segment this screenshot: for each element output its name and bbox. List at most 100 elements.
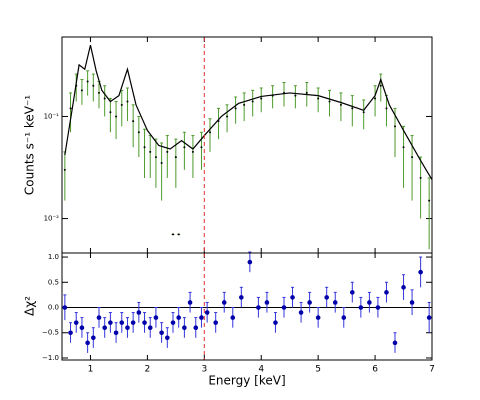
data-point [332, 300, 338, 305]
data-point [418, 269, 423, 275]
y-tick-label: −1.0 [42, 354, 59, 362]
y-tick-label: 0.5 [48, 278, 59, 286]
data-point [351, 107, 354, 110]
data-point [85, 340, 90, 346]
y-tick-label: 1.0 [48, 253, 59, 261]
data-point [419, 176, 422, 179]
data-point [73, 320, 79, 325]
data-point [187, 300, 193, 305]
data-point [160, 162, 163, 165]
data-point [130, 320, 136, 325]
data-point [63, 168, 66, 171]
data-point [126, 100, 129, 103]
data-point [239, 295, 244, 300]
data-point [80, 89, 83, 92]
data-point [226, 115, 229, 118]
data-point [92, 84, 95, 87]
y-tick-label: 0.0 [48, 304, 59, 312]
data-point [200, 146, 203, 149]
data-point [428, 199, 431, 202]
data-point [165, 335, 170, 341]
data-point [234, 107, 237, 110]
data-point [91, 335, 96, 341]
data-point [394, 125, 396, 128]
data-point [350, 290, 355, 295]
data-point [125, 325, 130, 330]
data-point [298, 310, 304, 315]
data-point [102, 325, 107, 330]
y-tick-label: 10⁻¹ [44, 112, 60, 120]
data-point [204, 310, 210, 315]
data-point [339, 103, 342, 106]
data-point [109, 111, 112, 114]
data-point [221, 300, 227, 305]
data-point [172, 233, 174, 236]
data-point [375, 305, 381, 310]
data-point [103, 97, 106, 100]
data-point [384, 290, 389, 295]
data-point [281, 305, 287, 310]
data-point [120, 103, 123, 106]
data-point [247, 259, 253, 265]
data-point [191, 150, 194, 153]
data-point [401, 285, 406, 290]
data-point [143, 146, 146, 149]
data-point [159, 330, 164, 336]
data-point [142, 320, 147, 325]
x-tick-label: 5 [315, 365, 321, 375]
data-point [213, 320, 218, 325]
data-point [153, 315, 159, 320]
data-point [374, 97, 377, 100]
x-tick-label: 2 [145, 365, 151, 375]
y-tick-label: −0.5 [42, 329, 59, 337]
data-point [305, 91, 308, 94]
data-point [230, 315, 236, 320]
data-point [137, 131, 140, 134]
data-point [426, 315, 432, 320]
data-point [136, 310, 142, 315]
y-axis-label: Counts s⁻¹ keV⁻¹ [23, 95, 37, 195]
data-point [402, 146, 405, 149]
data-point [409, 300, 415, 305]
data-point [264, 300, 270, 305]
data-point [411, 156, 414, 159]
data-point [260, 97, 263, 100]
data-point [199, 315, 204, 320]
data-point [294, 94, 297, 97]
data-point [243, 103, 246, 106]
x-tick-label: 7 [429, 365, 435, 375]
data-point [362, 111, 365, 114]
x-tick-label: 1 [88, 365, 94, 375]
data-point [170, 320, 176, 325]
data-point [317, 97, 320, 100]
model-line [64, 44, 433, 181]
data-point [315, 315, 321, 320]
data-point [86, 80, 89, 83]
data-point [358, 305, 364, 310]
data-point [341, 315, 347, 320]
data-point [79, 325, 85, 330]
data-point [98, 91, 100, 94]
data-point [177, 233, 180, 236]
data-point [392, 340, 398, 346]
data-point [132, 120, 135, 123]
data-point [176, 315, 181, 320]
data-point [307, 300, 312, 305]
data-point [166, 150, 169, 153]
data-point [96, 315, 102, 320]
y-axis-label: Δχ² [23, 296, 37, 316]
data-point [115, 115, 118, 118]
x-tick-label: 3 [201, 365, 207, 375]
data-point [290, 295, 295, 300]
data-point [119, 320, 125, 325]
plot-frame [61, 36, 433, 254]
data-point [68, 330, 73, 336]
data-point [149, 150, 152, 153]
data-point [69, 107, 72, 110]
data-point [154, 156, 157, 159]
data-point [367, 300, 372, 305]
data-point [273, 320, 278, 325]
data-point [182, 325, 187, 330]
data-point [251, 100, 254, 103]
x-axis-label: Energy [keV] [208, 374, 285, 388]
